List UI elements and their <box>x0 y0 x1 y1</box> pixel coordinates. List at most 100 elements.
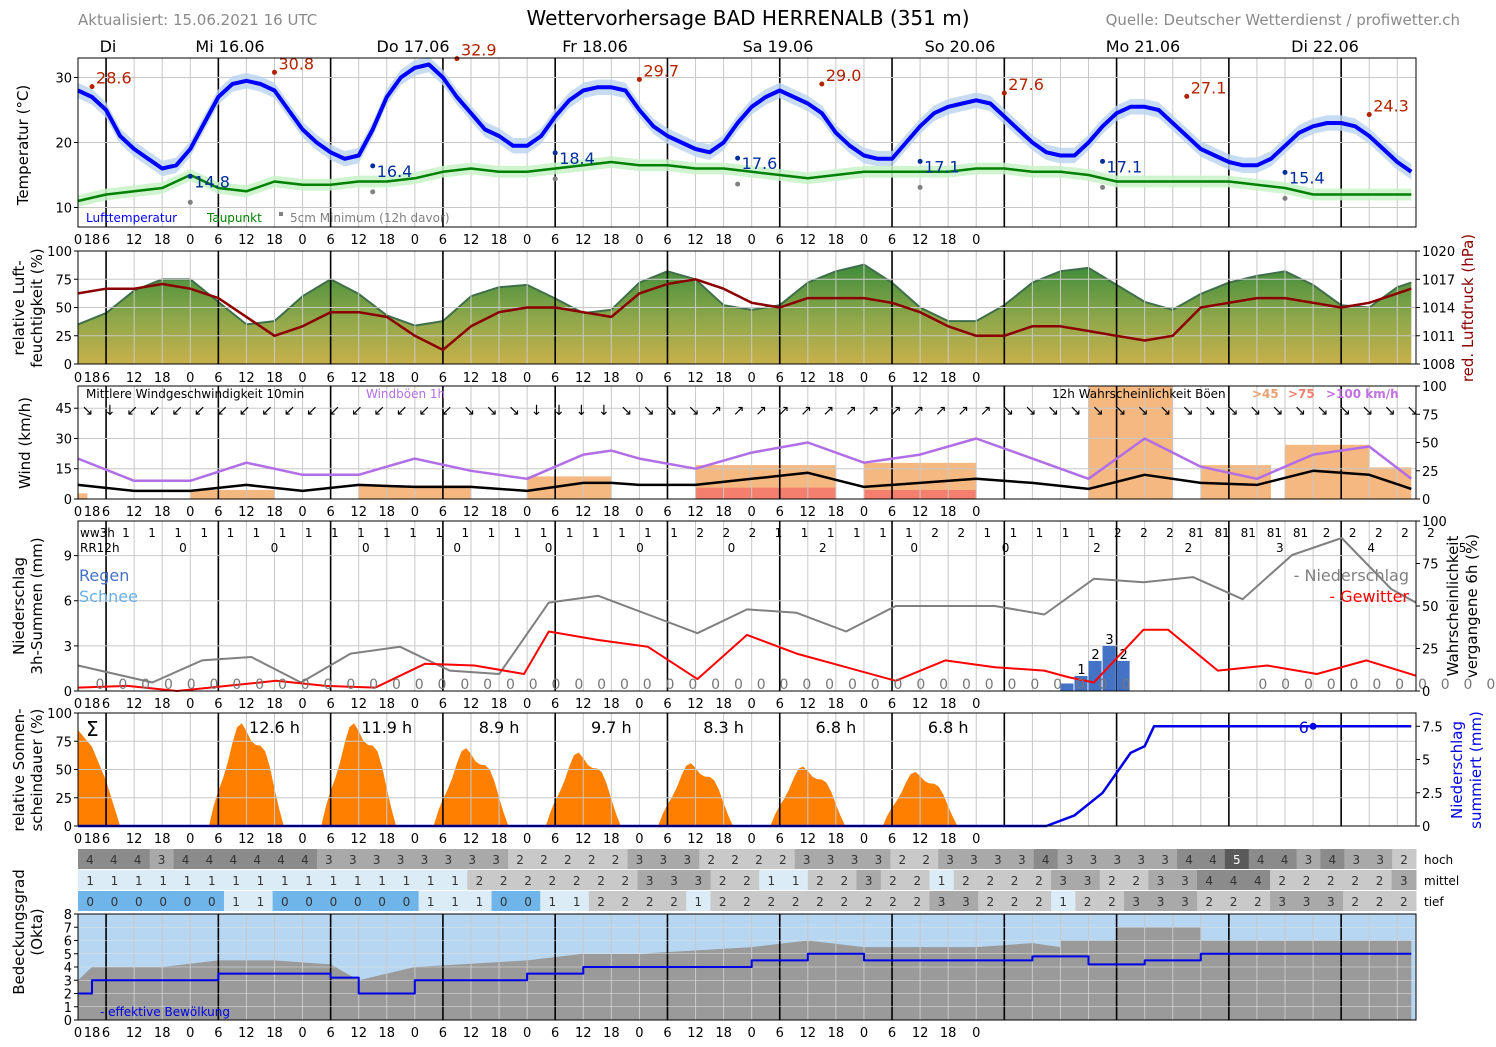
precip-sum-label: 6 <box>1299 718 1309 737</box>
cloud-hoch-cell <box>531 849 557 869</box>
pressure-ylabel: red. Luftdruck (hPa) <box>1459 234 1477 382</box>
cloud-mittel-value: 2 <box>1035 874 1043 888</box>
temp-tick-label: 6 <box>439 233 447 248</box>
wind-direction-arrow: ↙ <box>441 403 453 419</box>
min-marker <box>1100 158 1106 164</box>
cloud-hoch-cell <box>269 849 294 869</box>
rain-bar <box>1116 660 1130 691</box>
cloud-mittel-value: 2 <box>1132 874 1140 888</box>
wind-direction-arrow: ↘ <box>1092 403 1104 419</box>
legend-temperature: Lufttemperatur <box>86 211 177 225</box>
cloud-hoch-value: 2 <box>755 853 763 867</box>
cloud-mittel-cell <box>734 870 760 890</box>
temp-tick-label: 12 <box>238 233 255 248</box>
cloud-hoch-cell <box>747 849 772 869</box>
ww3h-value: 2 <box>1323 526 1331 540</box>
min-temp-label: 16.4 <box>377 162 413 181</box>
humidity-tick-label: 12 <box>238 371 255 386</box>
cloud-tief-cell <box>613 891 639 911</box>
cloud-mittel-value: 2 <box>889 874 897 888</box>
wind-tick-label: 6 <box>888 505 896 520</box>
wind-gust-label: Windböen 1h <box>366 387 445 401</box>
ww3h-value: 1 <box>801 526 809 540</box>
cloud-hoch-cell <box>293 849 318 869</box>
gust-prob-ytick-label: 25 <box>1422 465 1439 480</box>
cloud-hoch-value: 3 <box>827 853 835 867</box>
data-source: Quelle: Deutscher Wetterdienst / profiwe… <box>1105 11 1460 29</box>
sunshine-tick-label: 0 <box>411 832 419 847</box>
max-marker <box>1001 90 1007 96</box>
humidity-tick-label: 18 <box>715 371 732 386</box>
cloud-mittel-value: 1 <box>427 874 435 888</box>
wind-direction-arrow: ↙ <box>306 403 318 419</box>
temp-tick-label: 0 <box>411 233 419 248</box>
gust-prob-45-bar <box>1200 465 1271 499</box>
cloud-tick-label: 18 <box>154 1026 171 1041</box>
cloud-tief-value: 3 <box>1181 895 1189 909</box>
cloud-ytick-label: 6 <box>64 935 72 950</box>
cloud-hoch-cell <box>1057 849 1082 869</box>
sunshine-hours-label: 8.3 h <box>703 718 744 737</box>
cloud-mittel-value: 1 <box>232 874 240 888</box>
effective-cloud-line <box>78 952 1412 995</box>
cloud-mittel-value: 2 <box>962 874 970 888</box>
sunshine-tick-label: 6 <box>551 832 559 847</box>
ww3h-value: 1 <box>879 526 887 540</box>
cloud-hoch-cell <box>364 849 390 869</box>
cloud-tief-cell <box>978 891 1003 911</box>
wind-tick-label: 18 <box>491 505 508 520</box>
wind-tick-label: 0 <box>186 505 194 520</box>
wind-tick-label: 18 <box>603 505 620 520</box>
cloud-tick-label: 12 <box>238 1026 255 1041</box>
cloud-mittel-value: 2 <box>573 874 581 888</box>
wind-tick-label: 0 <box>298 505 306 520</box>
cloud-hoch-value: 3 <box>636 853 644 867</box>
gust-prob-45-bar <box>1088 386 1173 499</box>
cloud-mittel-value: 2 <box>986 874 994 888</box>
cloud-mittel-cell <box>588 870 614 890</box>
cloud-hoch-value: 3 <box>325 853 333 867</box>
cloud-tief-value: 1 <box>451 895 459 909</box>
cloud-tief-value: 2 <box>646 895 654 909</box>
cloud-tief-cell <box>686 891 712 911</box>
legend-effective-cloud: - effektive Bewölkung <box>100 1005 230 1019</box>
max-marker <box>1184 93 1190 99</box>
temp-tick-label: 18 <box>603 233 620 248</box>
cloud-tief-cell <box>856 891 882 911</box>
cloud-mittel-value: 1 <box>208 874 216 888</box>
cloud-hoch-value: 4 <box>229 853 237 867</box>
ww3h-value: 1 <box>409 526 417 540</box>
humidity-tick-label: 18 <box>940 371 957 386</box>
cloud-hoch-value: 3 <box>1066 853 1074 867</box>
gust-prob-ytick-label: 50 <box>1422 437 1439 452</box>
ww3h-value: 1 <box>331 526 339 540</box>
cloud-hoch-value: 4 <box>1185 853 1193 867</box>
cloud-tief-cell <box>588 891 614 911</box>
ww3h-value: 1 <box>827 526 835 540</box>
cloud-tief-cell <box>126 891 152 911</box>
cloud-ylabel-1: Bedeckungsgrad <box>10 869 28 995</box>
max-temp-label: 30.8 <box>278 54 314 73</box>
temp-tick-label: 12 <box>350 233 367 248</box>
cloud-mittel-value: 1 <box>86 874 94 888</box>
ww3h-value: 81 <box>1215 526 1230 540</box>
cloud-mittel-value: 4 <box>1205 874 1213 888</box>
cloud-hoch-cell <box>1368 849 1393 869</box>
zero-precip-label: 0 <box>916 677 925 693</box>
cloud-mittel-cell <box>1294 870 1320 890</box>
ww3h-value: 1 <box>305 526 313 540</box>
cloud-tick-label: 18 <box>84 1026 101 1041</box>
cloud-mittel-cell <box>807 870 833 890</box>
wind-direction-arrow: ↙ <box>126 403 138 419</box>
wind-tick-label: 0 <box>748 505 756 520</box>
cloud-hoch-value: 3 <box>875 853 883 867</box>
sunshine-hours-label: 6.8 h <box>928 718 969 737</box>
cloud-tief-value: 0 <box>159 895 167 909</box>
cloud-tief-cell <box>1294 891 1320 911</box>
cloud-hoch-cell <box>1200 849 1226 869</box>
cloud-hoch-value: 2 <box>588 853 596 867</box>
zero-precip-label: 0 <box>985 677 994 693</box>
humidity-tick-label: 18 <box>603 371 620 386</box>
wind-direction-arrow: ↘ <box>463 403 475 419</box>
cloud-mittel-cell <box>759 870 784 890</box>
